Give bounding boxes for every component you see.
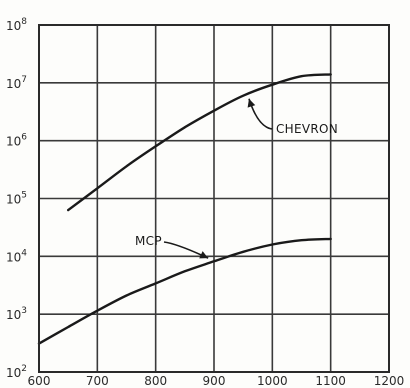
y-tick-base: 10 [6, 193, 21, 207]
y-tick-base: 10 [6, 135, 21, 149]
y-tick-base: 10 [6, 77, 21, 91]
annotation-arrowhead-mcp [199, 251, 209, 259]
x-tick-label-1200: 1200 [374, 374, 405, 388]
x-tick-label-1000: 1000 [257, 374, 288, 388]
annotation-label-chevron: CHEVRON [276, 122, 338, 136]
x-tick-label-900: 900 [203, 374, 226, 388]
y-tick-exponent: 7 [21, 75, 27, 85]
y-tick-base: 10 [6, 308, 21, 322]
y-tick-exponent: 2 [21, 364, 27, 374]
y-tick-label-1e6: 106 [6, 133, 27, 149]
y-tick-exponent: 5 [21, 191, 27, 201]
y-tick-label-1e7: 107 [6, 75, 27, 91]
annotations: CHEVRON MCP [135, 98, 338, 259]
y-tick-exponent: 4 [21, 248, 27, 258]
y-tick-exponent: 3 [21, 306, 27, 316]
grid [38, 24, 390, 373]
x-tick-label-800: 800 [144, 374, 167, 388]
y-tick-exponent: 8 [21, 17, 27, 27]
x-tick-labels: 600 700 800 900 1000 1100 1200 [28, 374, 405, 388]
series-line-mcp [37, 237, 332, 345]
annotation-arrowhead-chevron [247, 98, 256, 108]
annotation-label-mcp: MCP [135, 234, 162, 248]
plot-frame [38, 24, 390, 373]
curves [37, 73, 332, 345]
y-tick-exponent: 6 [21, 133, 27, 143]
y-tick-label-1e5: 105 [6, 191, 27, 207]
x-tick-label-700: 700 [86, 374, 109, 388]
x-tick-label-600: 600 [28, 374, 51, 388]
y-tick-label-1e8: 108 [6, 17, 27, 33]
y-tick-base: 10 [6, 250, 21, 264]
x-tick-label-1100: 1100 [315, 374, 346, 388]
y-tick-label-1e2: 102 [6, 364, 27, 380]
y-tick-label-1e4: 104 [6, 248, 27, 264]
y-tick-base: 10 [6, 19, 21, 33]
series-line-chevron [67, 73, 332, 212]
y-tick-base: 10 [6, 366, 21, 380]
y-tick-label-1e3: 103 [6, 306, 27, 322]
